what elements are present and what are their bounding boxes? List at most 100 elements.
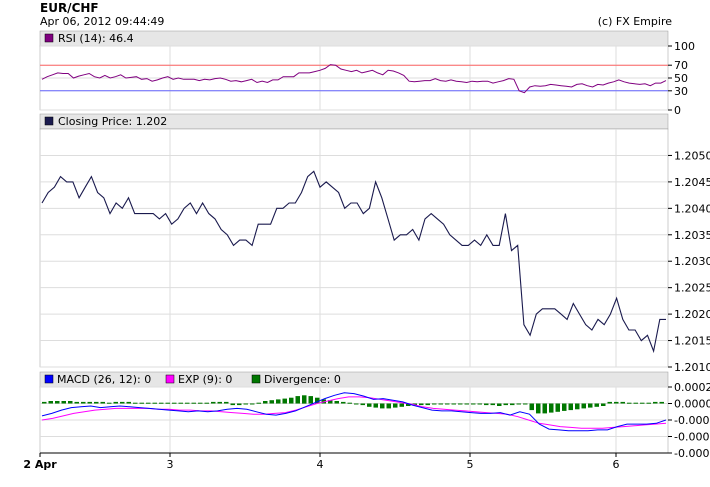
divergence-bar (607, 401, 612, 404)
divergence-bar (549, 403, 554, 413)
divergence-bar (334, 401, 339, 404)
divergence-bar (276, 399, 281, 404)
divergence-bar (87, 401, 92, 404)
divergence-bar (126, 401, 131, 404)
divergence-bar (211, 401, 216, 404)
divergence-bar (289, 397, 294, 404)
price-y-tick-label: 1.2025 (674, 282, 710, 295)
divergence-bar (42, 401, 47, 404)
divergence-bar (295, 396, 300, 404)
divergence-bar (302, 395, 307, 404)
divergence-bar (354, 403, 359, 405)
divergence-bar (341, 401, 346, 404)
divergence-bar (588, 403, 593, 408)
divergence-bar (594, 403, 599, 407)
divergence-bar (529, 403, 534, 411)
divergence-bar (230, 403, 235, 406)
divergence-bar (451, 403, 456, 405)
divergence-bar (146, 402, 151, 404)
rsi-y-tick-label: 30 (674, 85, 688, 98)
divergence-bar (107, 402, 112, 404)
divergence-bar (393, 403, 398, 408)
divergence-bar (562, 403, 567, 411)
divergence-bar (425, 403, 430, 406)
divergence-bar (308, 396, 313, 404)
divergence-bar (120, 401, 125, 404)
macd-line (41, 392, 667, 432)
divergence-bar (269, 400, 274, 404)
divergence-bar (523, 403, 528, 405)
divergence-bar (503, 403, 508, 406)
divergence-bar (165, 402, 170, 404)
divergence-bar (191, 402, 196, 404)
chart-title: EUR/CHF (40, 1, 99, 15)
divergence-bar (575, 403, 580, 410)
divergence-bar (113, 401, 118, 404)
divergence-bar (198, 402, 203, 404)
divergence-bar (510, 403, 515, 406)
divergence-bar (204, 402, 209, 404)
exp-legend-swatch (165, 374, 175, 384)
divergence-bar (568, 403, 573, 411)
price-y-tick-label: 1.2015 (674, 335, 710, 348)
rsi-y-tick-label: 70 (674, 59, 688, 72)
divergence-bar (555, 403, 560, 412)
divergence-legend-label: Divergence: 0 (264, 373, 341, 386)
divergence-bar (81, 401, 86, 404)
divergence-bar (367, 403, 372, 407)
divergence-bar (659, 401, 664, 404)
divergence-bar (419, 403, 424, 406)
price-y-tick-label: 1.2050 (674, 149, 710, 162)
divergence-bar (445, 403, 450, 405)
divergence-bar (620, 401, 625, 404)
divergence-bar (516, 403, 521, 405)
divergence-bar (627, 402, 632, 404)
exp-legend-label: EXP (9): 0 (178, 373, 232, 386)
macd-legend-swatch (44, 374, 54, 384)
divergence-bar (133, 402, 138, 404)
divergence-legend-swatch (251, 374, 261, 384)
divergence-bar (139, 402, 144, 404)
timestamp: Apr 06, 2012 09:44:49 (40, 15, 165, 28)
rsi-y-tick-label: 100 (674, 40, 695, 53)
divergence-bar (243, 403, 248, 405)
rsi-y-tick-label: 0 (674, 104, 681, 117)
divergence-bar (159, 402, 164, 404)
x-tick-label: 3 (167, 458, 174, 471)
divergence-bar (74, 401, 79, 404)
divergence-bar (315, 397, 320, 404)
x-tick-label: 2 Apr (23, 458, 57, 471)
divergence-bar (172, 402, 177, 404)
divergence-bar (399, 403, 404, 407)
divergence-bar (360, 403, 365, 406)
divergence-bar (55, 401, 60, 404)
divergence-bar (185, 402, 190, 404)
divergence-bar (412, 403, 417, 406)
divergence-bar (263, 401, 268, 404)
divergence-bar (633, 402, 638, 404)
divergence-bar (237, 403, 242, 406)
rsi-line (41, 64, 667, 94)
divergence-bar (94, 401, 99, 404)
divergence-bar (477, 403, 482, 405)
divergence-bar (68, 401, 73, 404)
divergence-bar (406, 403, 411, 406)
divergence-bar (438, 403, 443, 405)
macd-y-tick-label: -0.0004 (674, 431, 710, 444)
divergence-bar (464, 403, 469, 405)
divergence-bar (152, 402, 157, 404)
macd-panel: MACD (26, 12): 0 EXP (9): 0 Divergence: … (39, 371, 669, 454)
divergence-bar (601, 403, 606, 406)
macd-y-tick-label: 0.0000 (674, 398, 710, 411)
divergence-bar (373, 403, 378, 408)
price-y-tick-label: 1.2040 (674, 202, 710, 215)
divergence-bar (490, 403, 495, 406)
divergence-bar (48, 401, 53, 404)
x-tick-label: 5 (467, 458, 474, 471)
divergence-bar (224, 401, 229, 404)
divergence-bar (61, 401, 66, 404)
closing-price-line (41, 170, 666, 354)
rsi-y-tick-label: 50 (674, 72, 688, 85)
